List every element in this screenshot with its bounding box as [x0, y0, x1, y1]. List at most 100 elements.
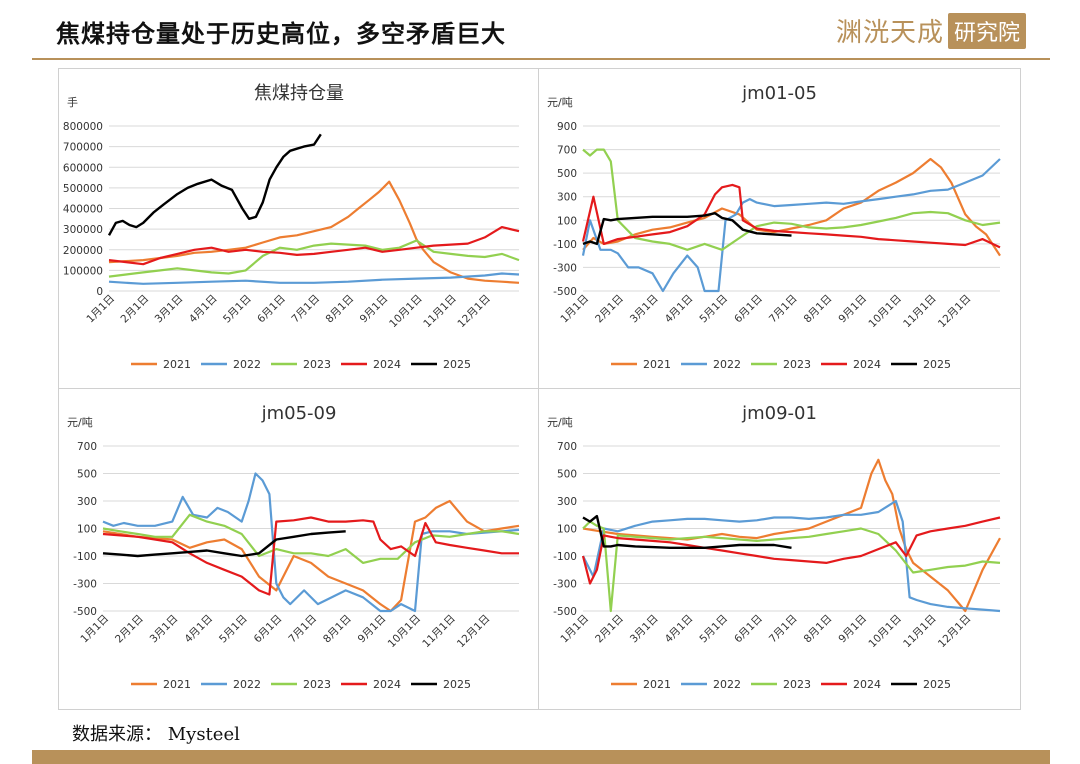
legend-label: 2021 — [163, 358, 191, 371]
legend-label: 2024 — [373, 358, 401, 371]
y-tick-label: 300000 — [63, 224, 103, 236]
y-tick-label: 700 — [77, 441, 97, 453]
series-line-2021 — [108, 180, 520, 284]
chart-title: 焦煤持仓量 — [254, 83, 344, 104]
x-tick-label: 2月1日 — [593, 613, 626, 646]
x-tick-label: 10月1日 — [866, 613, 904, 651]
y-axis-unit: 元/吨 — [547, 416, 573, 429]
chart-svg: jm01-05元/吨-500-300-1001003005007009001月1… — [547, 83, 1001, 371]
x-tick-label: 7月1日 — [767, 613, 800, 646]
x-tick-label: 4月1日 — [663, 613, 696, 646]
chart-panel-jm01-05: jm01-05 元/吨 -500 -300 -100 100 300 500 700 900 1月1… — [538, 68, 1021, 390]
x-tick-label: 10月1日 — [387, 293, 425, 331]
series-line-2024 — [108, 226, 520, 266]
x-tick-label: 11月1日 — [901, 293, 939, 331]
x-tick-label: 5月1日 — [217, 613, 250, 646]
series-line-2022 — [581, 158, 1001, 293]
series-line-2025 — [582, 212, 792, 246]
y-tick-label: 300 — [557, 192, 577, 204]
y-tick-label: -100 — [73, 551, 97, 563]
y-tick-label: 600000 — [63, 162, 103, 174]
data-source: 数据来源： Mysteel — [72, 724, 240, 745]
legend-label: 2023 — [303, 678, 331, 691]
chart-title: jm09-01 — [741, 403, 817, 424]
legend-label: 2025 — [923, 358, 951, 371]
y-tick-label: -300 — [553, 262, 577, 274]
y-tick-label: -500 — [553, 286, 577, 298]
x-tick-label: 9月1日 — [836, 293, 869, 326]
series-line-2022 — [582, 499, 1001, 613]
x-tick-label: 8月1日 — [321, 613, 354, 646]
legend-label: 2024 — [853, 678, 881, 691]
y-tick-label: 800000 — [63, 121, 103, 133]
chart-panel-jm05-09: jm05-09 元/吨 -500 -300 -100 100 300 500 700 1月1日 2月… — [58, 388, 540, 710]
legend-label: 2023 — [783, 358, 811, 371]
x-tick-label: 6月1日 — [732, 613, 765, 646]
x-tick-label: 7月1日 — [286, 613, 319, 646]
x-tick-label: 11月1日 — [421, 293, 459, 331]
y-tick-label: 700000 — [63, 142, 103, 154]
y-axis-unit: 元/吨 — [547, 96, 573, 109]
series-line-2025 — [107, 133, 322, 236]
y-tick-label: -100 — [553, 239, 577, 251]
legend-label: 2021 — [643, 358, 671, 371]
x-tick-label: 12月1日 — [455, 613, 493, 651]
x-tick-label: 6月1日 — [252, 613, 285, 646]
x-tick-label: 12月1日 — [936, 293, 974, 331]
x-tick-label: 7月1日 — [767, 293, 800, 326]
y-tick-label: 500 — [557, 168, 577, 180]
series-line-2023 — [108, 239, 520, 278]
legend-label: 2022 — [713, 358, 741, 371]
x-tick-label: 3月1日 — [628, 293, 661, 326]
chart-panel-jm09-01: jm09-01 元/吨 -500 -300 -100 100 300 500 700 1月1日 2月… — [538, 388, 1021, 710]
legend-label: 2022 — [233, 358, 261, 371]
series-line-2023 — [582, 520, 1001, 613]
series-line-2024 — [581, 183, 1001, 249]
legend-label: 2025 — [443, 678, 471, 691]
x-tick-label: 11月1日 — [420, 613, 458, 651]
x-tick-label: 5月1日 — [697, 293, 730, 326]
x-tick-label: 5月1日 — [221, 293, 254, 326]
chart-panel-open-interest: 焦煤持仓量手 0 100000 200000 300000 400000 500000 600… — [58, 68, 540, 390]
series-line-2025 — [102, 530, 346, 558]
y-tick-label: 700 — [557, 145, 577, 157]
series-line-2024 — [102, 516, 519, 596]
x-tick-label: 9月1日 — [356, 613, 389, 646]
y-tick-label: -100 — [553, 551, 577, 563]
x-tick-label: 3月1日 — [148, 613, 181, 646]
x-tick-label: 2月1日 — [113, 613, 146, 646]
legend-label: 2021 — [163, 678, 191, 691]
x-tick-label: 2月1日 — [118, 293, 151, 326]
x-tick-label: 10月1日 — [386, 613, 424, 651]
y-tick-label: 100000 — [63, 265, 103, 277]
x-tick-label: 6月1日 — [255, 293, 288, 326]
x-tick-label: 8月1日 — [802, 293, 835, 326]
legend-label: 2023 — [303, 358, 331, 371]
y-tick-label: 100 — [557, 215, 577, 227]
x-tick-label: 12月1日 — [455, 293, 493, 331]
page-title: 焦煤持仓量处于历史高位，多空矛盾巨大 — [56, 19, 506, 48]
x-tick-label: 10月1日 — [866, 293, 904, 331]
brand-logo: 渊洸天成 研究院 — [836, 12, 1026, 49]
series-line-2024 — [581, 516, 1001, 585]
legend-label: 2022 — [713, 678, 741, 691]
x-tick-label: 8月1日 — [323, 293, 356, 326]
x-tick-label: 2月1日 — [593, 293, 626, 326]
y-tick-label: 500 — [77, 469, 97, 481]
series-line-2025 — [582, 514, 792, 549]
legend-label: 2021 — [643, 678, 671, 691]
legend-label: 2024 — [373, 678, 401, 691]
x-tick-label: 3月1日 — [153, 293, 186, 326]
x-tick-label: 4月1日 — [663, 293, 696, 326]
series-line-2022 — [108, 272, 520, 285]
chart-title: jm05-09 — [261, 403, 337, 424]
x-tick-label: 11月1日 — [901, 613, 939, 651]
series-line-2023 — [102, 513, 520, 564]
series-line-2023 — [582, 148, 1001, 251]
y-tick-label: 0 — [96, 286, 103, 298]
x-tick-label: 4月1日 — [187, 293, 220, 326]
y-tick-label: 500 — [557, 469, 577, 481]
y-tick-label: -300 — [553, 579, 577, 591]
y-tick-label: 400000 — [63, 204, 103, 216]
